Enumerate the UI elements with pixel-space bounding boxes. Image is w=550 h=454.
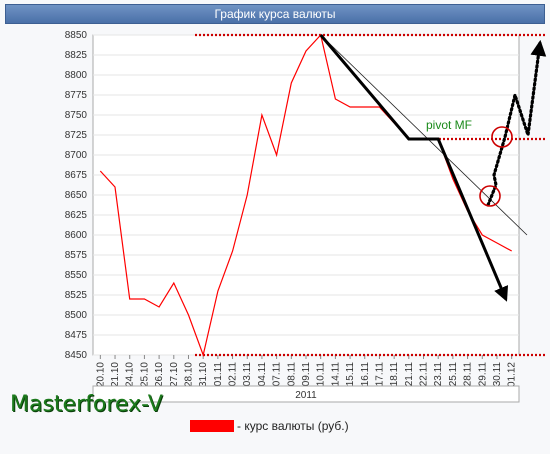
y-tick-label: 8575 <box>65 250 88 261</box>
x-axis-ticks: 20.10 21.10 24.10 25.10 26.10 27.10 28.10 31.10… <box>95 355 518 387</box>
x-tick-label: 28.10 <box>183 362 194 387</box>
y-tick-label: 8750 <box>65 110 88 121</box>
x-tick-label: 25.10 <box>139 362 150 387</box>
y-tick-label: 8625 <box>65 210 88 221</box>
x-tick-label: 09.11 <box>301 362 312 387</box>
x-tick-label: 23.11 <box>433 362 444 387</box>
x-tick-label: 07.11 <box>272 362 283 387</box>
chart-legend: - курс валюты (руб.) <box>190 418 349 434</box>
y-tick-label: 8725 <box>65 130 88 141</box>
x-tick-label: 03.11 <box>242 362 253 387</box>
x-tick-label: 31.10 <box>198 362 209 387</box>
trend-arrow <box>319 34 509 302</box>
x-tick-label: 18.11 <box>389 362 400 387</box>
annotation-layer: pivot MF <box>319 34 547 302</box>
x-tick-label: 04.11 <box>257 362 268 387</box>
y-tick-label: 8525 <box>65 290 88 301</box>
x-tick-label: 20.10 <box>95 362 106 387</box>
y-axis-ticks: 8450 8475 8500 8525 8550 8575 8600 8625 8650 8675… <box>65 30 88 361</box>
x-tick-label: 27.10 <box>169 362 180 387</box>
y-tick-label: 8500 <box>65 310 88 321</box>
y-tick-label: 8600 <box>65 230 88 241</box>
x-tick-label: 01.11 <box>213 362 224 387</box>
y-tick-label: 8825 <box>65 50 88 61</box>
x-axis-label: 2011 <box>295 390 317 401</box>
level-lines <box>195 33 545 357</box>
pivot-label: pivot MF <box>426 118 472 132</box>
brand-logo-text: Masterforex-V <box>10 392 163 417</box>
trend-line <box>320 34 528 236</box>
x-tick-label: 21.10 <box>110 362 121 387</box>
grid-lines <box>93 34 519 356</box>
y-tick-label: 8475 <box>65 330 88 341</box>
x-tick-label: 01.12 <box>507 362 518 387</box>
pivot-circle-lower <box>479 185 501 207</box>
y-tick-label: 8550 <box>65 270 88 281</box>
x-tick-label: 25.11 <box>448 362 459 387</box>
y-tick-label: 8450 <box>65 350 88 361</box>
x-tick-label: 10.11 <box>316 362 327 387</box>
y-tick-label: 8800 <box>65 70 88 81</box>
y-tick-label: 8850 <box>65 30 88 41</box>
legend-swatch <box>190 420 234 432</box>
x-tick-label: 26.10 <box>154 362 165 387</box>
x-tick-label: 08.11 <box>286 362 297 387</box>
forecast-arrow <box>486 39 547 207</box>
x-tick-label: 28.11 <box>463 362 474 387</box>
y-tick-label: 8675 <box>65 170 88 181</box>
x-tick-label: 15.11 <box>345 362 356 387</box>
x-axis-year-box <box>92 385 520 403</box>
x-tick-label: 24.10 <box>125 362 136 387</box>
y-tick-label: 8775 <box>65 90 88 101</box>
x-tick-label: 17.11 <box>374 362 385 387</box>
x-tick-label: 21.11 <box>404 362 415 387</box>
x-tick-label: 14.11 <box>330 362 341 387</box>
x-tick-label: 29.11 <box>477 362 488 387</box>
x-tick-label: 02.11 <box>228 362 239 387</box>
y-tick-label: 8650 <box>65 190 88 201</box>
y-tick-label: 8700 <box>65 150 88 161</box>
chart-title: График курса валюты <box>5 4 545 24</box>
x-tick-label: 30.11 <box>492 362 503 387</box>
legend-label: - курс валюты (руб.) <box>237 419 349 433</box>
x-tick-label: 22.11 <box>419 362 430 387</box>
x-tick-label: 16.11 <box>360 362 371 387</box>
pivot-circle-upper <box>491 126 513 148</box>
